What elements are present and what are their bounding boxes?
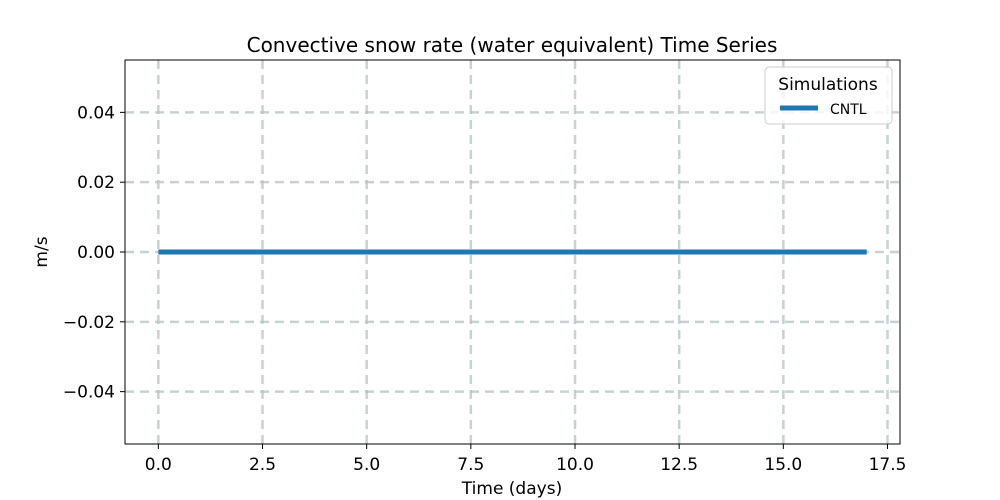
ticks: 0.0 2.5 5.0 7.5 10.0 12.5 15.0 17.5 −0.04 −0.02 0.… — [63, 103, 907, 475]
x-tick-label: 17.5 — [869, 455, 907, 475]
y-tick-label: 0.02 — [77, 173, 115, 193]
y-tick-label: −0.02 — [63, 313, 115, 333]
y-axis-label: m/s — [32, 236, 52, 267]
x-tick-label: 5.0 — [353, 455, 380, 475]
legend: Simulations CNTL — [764, 66, 893, 125]
y-tick-label: −0.04 — [63, 383, 115, 403]
x-tick-label: 12.5 — [660, 455, 698, 475]
chart-title: Convective snow rate (water equivalent) … — [247, 33, 778, 57]
x-axis-label: Time (days) — [461, 479, 562, 499]
x-tick-label: 10.0 — [556, 455, 594, 475]
legend-title: Simulations — [778, 75, 878, 95]
legend-label-cntl: CNTL — [830, 102, 867, 118]
x-tick-label: 15.0 — [764, 455, 802, 475]
x-tick-label: 0.0 — [145, 455, 172, 475]
y-tick-label: 0.04 — [77, 103, 115, 123]
y-tick-label: 0.00 — [77, 243, 115, 263]
x-tick-label: 7.5 — [457, 455, 484, 475]
x-tick-label: 2.5 — [249, 455, 276, 475]
